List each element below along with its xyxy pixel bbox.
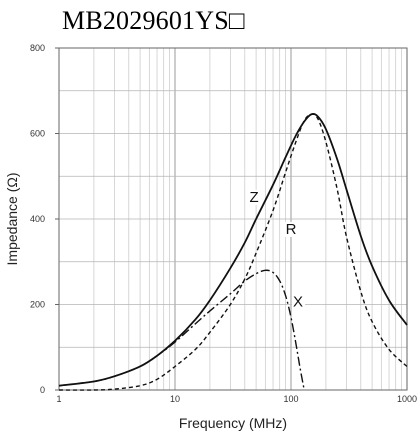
y-tick-label: 600 <box>30 129 45 139</box>
series-layer <box>58 112 408 391</box>
series-x-line <box>58 269 305 391</box>
axes: 0 200 400 600 800 1 10 100 1000 <box>30 43 417 404</box>
x-tick-label: 10 <box>170 394 180 404</box>
curve-labels: Z R X <box>248 189 306 311</box>
x-tick-label: 1000 <box>397 394 417 404</box>
grid <box>58 47 408 391</box>
curve-label-z: Z <box>249 189 258 206</box>
curve-label-bg <box>292 294 306 310</box>
y-axis-label: Impedance (Ω) <box>4 173 20 266</box>
series-r-line <box>58 113 408 391</box>
x-tick-label: 100 <box>283 394 298 404</box>
y-tick-label: 400 <box>30 214 45 224</box>
y-tick-label: 0 <box>40 385 45 395</box>
series-z-line <box>58 112 408 387</box>
curve-label-x: X <box>293 294 303 311</box>
chart-title: MB2029601YS□ <box>62 6 245 35</box>
x-axis-label: Frequency (MHz) <box>179 415 287 431</box>
y-tick-label: 200 <box>30 300 45 310</box>
curve-label-bg <box>285 221 298 237</box>
y-tick-label: 800 <box>30 43 45 53</box>
curve-label-bg <box>248 189 262 205</box>
curve-label-r: R <box>286 221 297 238</box>
x-tick-label: 1 <box>56 394 61 404</box>
